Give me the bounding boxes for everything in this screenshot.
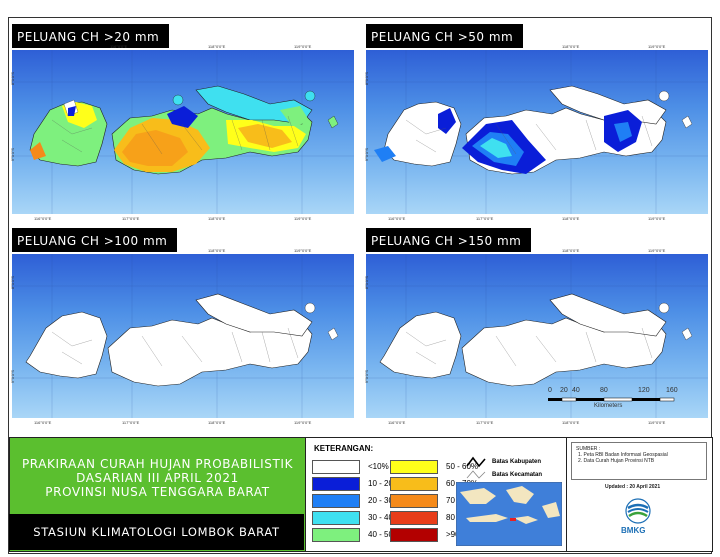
panel-title: PELUANG CH >150 mm: [366, 228, 532, 252]
lon-label: 119°0'0"E: [294, 420, 312, 425]
legend-swatch: [390, 460, 438, 474]
lat-label: 8°0'0"S: [10, 71, 16, 86]
lon-label: 117°0'0"E: [476, 420, 494, 425]
bmkg-logo: [625, 498, 651, 524]
legend-swatch: [312, 460, 360, 474]
lon-label: 118°0'0"E: [562, 44, 580, 49]
legend-swatch: [312, 528, 360, 542]
legend-kabupaten: Batas Kabupaten: [492, 459, 542, 465]
boundary-lines-icon: [466, 456, 486, 479]
source-item: 1. Peta RBI Badan Informasi Geospasial: [578, 452, 668, 458]
bmkg-logo-text: BMKG: [621, 526, 646, 535]
inset-map: [456, 482, 562, 546]
legend-label: <10%: [368, 462, 389, 471]
lon-label: 119°0'0"E: [294, 248, 312, 253]
lon-label: 116°0'0"E: [34, 216, 52, 221]
legend-swatch: [390, 528, 438, 542]
title-line-3: PROVINSI NUSA TENGGARA BARAT: [45, 485, 270, 499]
lon-label: 118°0'0"E: [208, 420, 226, 425]
lon-label: 116°0'0"E: [34, 420, 52, 425]
lon-label: 118°0'0"E: [562, 420, 580, 425]
lon-label: 116°0'0"E: [388, 420, 406, 425]
legend-swatch: [312, 511, 360, 525]
lon-label: 119°0'0"E: [648, 248, 666, 253]
map-panel-20mm: PELUANG CH >20 mm 116°0'0"E 118°0'0"E 11…: [10, 24, 354, 221]
title-line-2: DASARIAN III APRIL 2021: [76, 471, 239, 485]
legend-label: 20 - 30%: [368, 496, 401, 505]
map-panel-50mm: PELUANG CH >50 mm 118°0'0"E 119°0'0"E 11…: [364, 24, 708, 221]
legend-swatch: [390, 494, 438, 508]
source-title: SUMBER :: [576, 446, 601, 452]
scale-tick: 40: [572, 387, 580, 394]
lon-label: 118°0'0"E: [208, 44, 226, 49]
map-20mm: [12, 50, 354, 214]
panel-title: PELUANG CH >100 mm: [12, 228, 178, 252]
lon-label: 117°0'0"E: [122, 420, 140, 425]
scale-tick: 20: [560, 387, 568, 394]
source-item: 2. Data Curah Hujan Provinsi NTB: [578, 458, 655, 464]
legend-swatch: [390, 511, 438, 525]
lon-label: 118°0'0"E: [562, 216, 580, 221]
lon-label: 119°0'0"E: [648, 44, 666, 49]
source-box: SUMBER : 1. Peta RBI Badan Informasi Geo…: [571, 442, 707, 480]
lon-label: 118°0'0"E: [208, 248, 226, 253]
legend-title: KETERANGAN:: [314, 444, 374, 453]
source-panel: SUMBER : 1. Peta RBI Badan Informasi Geo…: [566, 437, 713, 552]
scale-unit: Kilometers: [594, 403, 623, 409]
legend-label: 30 - 40%: [368, 513, 401, 522]
lon-label: 117°0'0"E: [476, 216, 494, 221]
map-panel-100mm: PELUANG CH >100 mm 118°0'0"E 119°0'0"E 1…: [10, 228, 354, 425]
legend-swatch: [312, 494, 360, 508]
title-line-1: PRAKIRAAN CURAH HUJAN PROBABILISTIK: [21, 457, 294, 471]
scale-tick: 0: [548, 387, 552, 394]
lon-label: 119°0'0"E: [294, 216, 312, 221]
lon-label: 119°0'0"E: [648, 420, 666, 425]
map-100mm: [12, 254, 354, 418]
lat-label: 9°0'0"S: [364, 369, 370, 384]
lon-label: 118°0'0"E: [208, 216, 226, 221]
station-name: STASIUN KLIMATOLOGI LOMBOK BARAT: [9, 514, 304, 550]
lon-label: 118°0'0"E: [562, 248, 580, 253]
lon-label: 119°0'0"E: [648, 216, 666, 221]
lon-label: 119°0'0"E: [294, 44, 312, 49]
scale-tick: 160: [666, 387, 678, 394]
map-150mm: [366, 254, 708, 418]
legend-label: 10 - 20%: [368, 479, 401, 488]
lon-label: 116°0'0"E: [110, 44, 128, 49]
scale-bar: [548, 397, 675, 402]
legend-swatch: [312, 477, 360, 491]
panel-title: PELUANG CH >50 mm: [366, 24, 524, 48]
lon-label: 116°0'0"E: [388, 216, 406, 221]
legend-swatch: [390, 477, 438, 491]
lat-label: 8°0'0"S: [364, 275, 370, 290]
legend-label: 40 - 50%: [368, 530, 401, 539]
updated-date: Updated : 20 April 2021: [605, 484, 661, 490]
map-50mm: [366, 50, 708, 214]
scale-tick: 120: [638, 387, 650, 394]
legend-label: 50 - 60%: [446, 462, 479, 471]
lon-label: 117°0'0"E: [122, 216, 140, 221]
panel-title: PELUANG CH >20 mm: [12, 24, 170, 48]
lat-label: 8°0'0"S: [364, 71, 370, 86]
scale-tick: 80: [600, 387, 608, 394]
map-panel-150mm: PELUANG CH >150 mm 0 20 40 80 120 160 Ki…: [364, 228, 708, 425]
legend-kecamatan: Batas Kecamatan: [492, 472, 543, 478]
lat-label: 9°0'0"S: [364, 147, 370, 162]
lat-label: 9°0'0"S: [10, 147, 16, 162]
legend: KETERANGAN: <10% 10 - 20% 20 - 30% 30 - …: [305, 437, 567, 552]
lat-label: 9°0'0"S: [10, 369, 16, 384]
lat-label: 8°0'0"S: [10, 275, 16, 290]
